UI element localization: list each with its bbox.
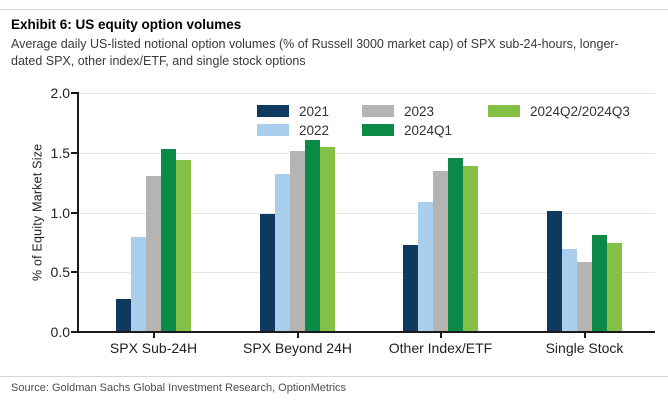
bottom-divider [0, 376, 668, 377]
exhibit-title: Exhibit 6: US equity option volumes [11, 17, 242, 32]
top-divider [0, 9, 668, 10]
source-note: Source: Goldman Sachs Global Investment … [11, 382, 347, 394]
bar-chart [0, 85, 668, 375]
exhibit-subtitle: Average daily US-listed notional option … [11, 37, 619, 68]
